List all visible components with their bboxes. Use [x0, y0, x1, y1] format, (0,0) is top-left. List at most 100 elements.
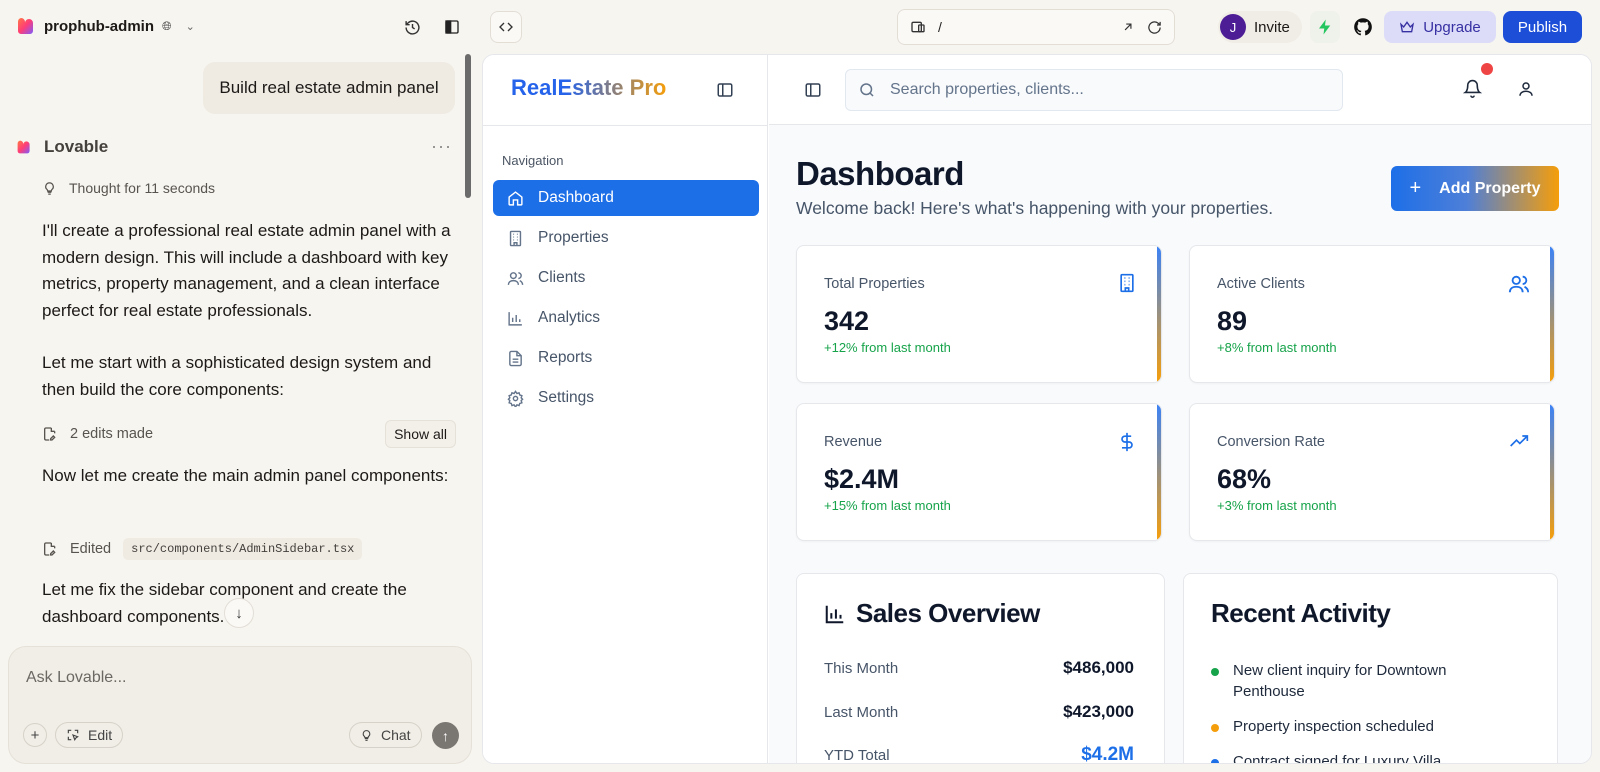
stat-value: 68% — [1217, 464, 1272, 494]
status-dot — [1211, 668, 1219, 676]
stat-card-conversion-rate: Conversion Rate 68% +3% from last month — [1189, 403, 1555, 541]
notification-badge — [1481, 63, 1493, 75]
chat-mode-button[interactable]: Chat — [349, 722, 422, 748]
supabase-button[interactable] — [1310, 11, 1340, 43]
invite-label: Invite — [1254, 18, 1290, 36]
history-icon[interactable] — [400, 15, 424, 39]
app-header: Search properties, clients... — [769, 55, 1591, 125]
nav-item-properties[interactable]: Properties — [493, 220, 759, 256]
nav-item-dashboard[interactable]: Dashboard — [493, 180, 759, 216]
plus-icon: + — [1409, 177, 1422, 199]
stat-change: +15% from last month — [824, 498, 951, 513]
send-button[interactable]: ↑ — [432, 722, 459, 749]
nav-label: Reports — [538, 349, 593, 366]
status-dot — [1211, 759, 1219, 763]
invite-button[interactable]: J Invite — [1218, 11, 1302, 43]
upgrade-button[interactable]: Upgrade — [1384, 11, 1496, 43]
trending-up-icon — [1510, 435, 1529, 447]
lightbulb-icon — [45, 181, 54, 195]
add-property-button[interactable]: + Add Property — [1391, 166, 1559, 211]
page-subtitle: Welcome back! Here's what's happening wi… — [796, 198, 1274, 218]
user-message: Build real estate admin panel — [203, 62, 455, 114]
thought-indicator[interactable]: Thought for 11 seconds — [42, 180, 215, 196]
top-bar: prophub-admin 🌐︎ ⌄ / J Invite Upgrade Pu… — [0, 0, 1600, 54]
status-dot — [1211, 724, 1219, 732]
app-logo[interactable]: RealEstate Pro — [511, 75, 666, 101]
stat-value: 342 — [824, 306, 870, 336]
search-input[interactable]: Search properties, clients... — [845, 69, 1343, 111]
bolt-icon — [1319, 19, 1331, 35]
attach-button[interactable]: + — [23, 723, 47, 747]
device-icon[interactable] — [910, 19, 926, 35]
activity-list: New client inquiry for Downtown Penthous… — [1211, 660, 1521, 764]
arrow-down-icon: ↓ — [235, 604, 243, 622]
dollar-icon — [1121, 432, 1133, 452]
chat-scrollbar[interactable] — [465, 54, 471, 198]
url-bar[interactable]: / — [897, 9, 1175, 45]
chat-input[interactable]: Ask Lovable... — [26, 669, 127, 686]
select-icon — [67, 729, 79, 741]
globe-icon: 🌐︎ — [161, 18, 172, 33]
add-property-label: Add Property — [1439, 179, 1541, 197]
app-preview: RealEstate Pro Navigation Dashboard Prop… — [482, 54, 1592, 764]
users-icon — [507, 271, 524, 285]
visual-edit-button[interactable]: Edit — [55, 722, 124, 748]
panel-collapse-icon[interactable] — [716, 81, 734, 99]
building-icon — [1120, 273, 1134, 293]
stat-card-revenue: Revenue $2.4M +15% from last month — [796, 403, 1162, 541]
nav-item-clients[interactable]: Clients — [493, 260, 759, 296]
project-selector[interactable]: prophub-admin 🌐︎ ⌄ — [16, 16, 195, 36]
activity-item: Contract signed for Luxury Villa — [1211, 751, 1521, 764]
bar-chart-icon — [508, 311, 522, 326]
assistant-paragraph: Let me start with a sophisticated design… — [42, 353, 432, 399]
sales-label: This Month — [824, 660, 899, 677]
nav-item-analytics[interactable]: Analytics — [493, 300, 759, 336]
assistant-name: Lovable — [44, 136, 109, 156]
file-text-icon — [509, 350, 522, 366]
app-main: Search properties, clients... Dashboard … — [769, 55, 1591, 764]
show-all-button[interactable]: Show all — [385, 420, 456, 448]
sidebar-toggle-icon[interactable] — [804, 81, 822, 99]
stat-value: $2.4M — [824, 464, 900, 494]
arrow-up-icon: ↑ — [442, 727, 449, 744]
open-external-icon[interactable] — [1121, 20, 1135, 34]
activity-text: Contract signed for Luxury Villa — [1233, 753, 1442, 764]
search-icon — [860, 83, 874, 97]
activity-text: Property inspection scheduled — [1233, 718, 1434, 735]
user-icon[interactable] — [1517, 80, 1535, 98]
search-placeholder: Search properties, clients... — [890, 81, 1084, 98]
chat-composer: Ask Lovable... + Edit Chat ↑ — [8, 646, 472, 764]
lovable-logo-icon — [17, 18, 33, 34]
stat-change: +8% from last month — [1217, 340, 1337, 355]
activity-text: New client inquiry for Downtown Penthous… — [1233, 662, 1447, 700]
crown-icon — [1400, 21, 1415, 33]
stat-value: 89 — [1217, 306, 1248, 336]
github-button[interactable] — [1348, 11, 1378, 43]
sidebar-toggle-icon[interactable] — [440, 15, 464, 39]
url-path[interactable]: / — [938, 19, 942, 35]
nav-list: Dashboard Properties Clients Analytics R… — [493, 180, 759, 420]
bell-icon[interactable] — [1463, 79, 1482, 98]
more-options-icon[interactable]: ··· — [431, 136, 452, 156]
card-title: Recent Activity — [1211, 598, 1391, 628]
sales-overview-card: Sales Overview This Month $486,000 Last … — [796, 573, 1165, 763]
scroll-down-button[interactable]: ↓ — [224, 598, 254, 628]
stat-change: +3% from last month — [1217, 498, 1337, 513]
card-title: Sales Overview — [824, 598, 1040, 629]
edited-file-row: Edited src/components/AdminSidebar.tsx — [42, 538, 363, 560]
thought-label: Thought for 11 seconds — [69, 180, 216, 196]
refresh-icon[interactable] — [1147, 20, 1162, 35]
nav-label: Clients — [538, 269, 586, 286]
nav-item-settings[interactable]: Settings — [493, 380, 759, 416]
code-view-button[interactable] — [490, 11, 522, 43]
edits-count: 2 edits made — [70, 426, 154, 442]
assistant-header: Lovable ··· — [16, 136, 452, 157]
publish-button[interactable]: Publish — [1503, 11, 1582, 43]
nav-item-reports[interactable]: Reports — [493, 340, 759, 376]
edit-label: Edit — [88, 727, 113, 743]
logo-part2: Pro — [629, 75, 667, 100]
nav-section-title: Navigation — [502, 153, 564, 168]
edits-summary: 2 edits made Show all — [42, 420, 456, 448]
sales-row: YTD Total $4.2M — [824, 744, 1134, 763]
edited-file-chip[interactable]: src/components/AdminSidebar.tsx — [123, 538, 363, 560]
